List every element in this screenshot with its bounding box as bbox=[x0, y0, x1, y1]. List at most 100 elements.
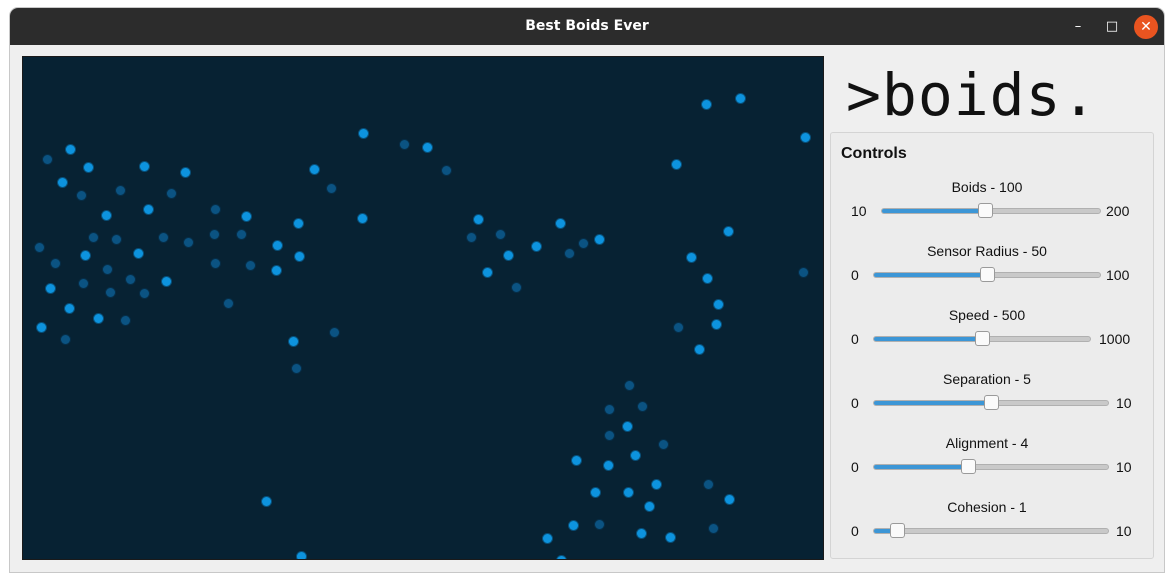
boid bbox=[36, 322, 47, 333]
boid bbox=[209, 229, 220, 240]
title-bar[interactable]: Best Boids Ever – □ ✕ bbox=[10, 8, 1164, 45]
boid bbox=[358, 128, 369, 139]
sensor-radius-slider-handle[interactable] bbox=[980, 267, 995, 282]
boid bbox=[50, 258, 61, 269]
alignment-slider-handle[interactable] bbox=[960, 459, 976, 474]
boid bbox=[399, 139, 410, 150]
boid bbox=[326, 183, 337, 194]
boid bbox=[329, 327, 340, 338]
boid bbox=[223, 298, 234, 309]
boid bbox=[604, 430, 615, 441]
boid bbox=[568, 520, 579, 531]
boid bbox=[798, 267, 809, 278]
close-button[interactable]: ✕ bbox=[1134, 15, 1158, 39]
alignment-label: Alignment - 4 bbox=[945, 435, 1029, 451]
boid bbox=[624, 380, 635, 391]
app-window: Best Boids Ever – □ ✕ >boids. Controls B… bbox=[10, 8, 1164, 572]
boid bbox=[115, 185, 126, 196]
separation-min-label: 0 bbox=[851, 395, 859, 411]
alignment-slider[interactable] bbox=[873, 459, 1109, 474]
boid bbox=[466, 232, 477, 243]
boid bbox=[60, 334, 71, 345]
boid bbox=[158, 232, 169, 243]
boid bbox=[473, 214, 484, 225]
boid bbox=[422, 142, 433, 153]
minimize-button[interactable]: – bbox=[1074, 19, 1082, 34]
boid bbox=[723, 226, 734, 237]
boid bbox=[139, 161, 150, 172]
boid bbox=[495, 229, 506, 240]
boid bbox=[708, 523, 719, 534]
boid bbox=[65, 144, 76, 155]
boids-slider-fill bbox=[882, 209, 986, 213]
boid bbox=[644, 501, 655, 512]
boid bbox=[101, 210, 112, 221]
boid bbox=[296, 551, 307, 559]
maximize-button[interactable]: □ bbox=[1105, 19, 1119, 34]
boid bbox=[590, 487, 601, 498]
boid bbox=[482, 267, 493, 278]
boid bbox=[183, 237, 194, 248]
boid bbox=[800, 132, 811, 143]
boid bbox=[34, 242, 45, 253]
boid bbox=[83, 162, 94, 173]
boid bbox=[120, 315, 131, 326]
separation-slider[interactable] bbox=[873, 395, 1109, 410]
separation-control: Separation - 5 0 10 bbox=[831, 371, 1153, 421]
boid bbox=[623, 487, 634, 498]
boid bbox=[571, 455, 582, 466]
boid bbox=[511, 282, 522, 293]
boid bbox=[64, 303, 75, 314]
boid bbox=[637, 401, 648, 412]
controls-panel: Controls Boids - 100 10 200 Sensor Radiu… bbox=[830, 132, 1154, 559]
boid bbox=[80, 250, 91, 261]
separation-label: Separation - 5 bbox=[943, 371, 1031, 387]
speed-slider[interactable] bbox=[873, 331, 1091, 346]
speed-label: Speed - 500 bbox=[948, 307, 1026, 323]
boids-slider[interactable] bbox=[881, 203, 1101, 218]
boid bbox=[161, 276, 172, 287]
boid bbox=[271, 265, 282, 276]
cohesion-slider-handle[interactable] bbox=[890, 523, 906, 538]
speed-slider-handle[interactable] bbox=[975, 331, 990, 346]
boid bbox=[578, 238, 589, 249]
boid bbox=[139, 288, 150, 299]
boid bbox=[441, 165, 452, 176]
cohesion-slider[interactable] bbox=[873, 523, 1109, 538]
separation-slider-handle[interactable] bbox=[984, 395, 999, 410]
boid bbox=[42, 154, 53, 165]
boid bbox=[105, 287, 116, 298]
speed-max-label: 1000 bbox=[1099, 331, 1131, 347]
boid bbox=[293, 218, 304, 229]
boid bbox=[556, 555, 567, 559]
sensor-radius-min-label: 0 bbox=[851, 267, 859, 283]
boid bbox=[703, 479, 714, 490]
boid bbox=[671, 159, 682, 170]
boid bbox=[236, 229, 247, 240]
boid bbox=[555, 218, 566, 229]
boid bbox=[309, 164, 320, 175]
boids-slider-handle[interactable] bbox=[978, 203, 994, 218]
boid bbox=[272, 240, 283, 251]
alignment-slider-fill bbox=[874, 465, 968, 469]
boid bbox=[686, 252, 697, 263]
alignment-control: Alignment - 4 0 10 bbox=[831, 435, 1153, 485]
boid bbox=[673, 322, 684, 333]
boid bbox=[665, 532, 676, 543]
boid bbox=[694, 344, 705, 355]
boid bbox=[88, 232, 99, 243]
boid bbox=[125, 274, 136, 285]
alignment-max-label: 10 bbox=[1116, 459, 1132, 475]
boid bbox=[133, 248, 144, 259]
boid bbox=[357, 213, 368, 224]
sensor-radius-slider[interactable] bbox=[873, 267, 1101, 282]
boids-canvas[interactable] bbox=[22, 56, 824, 560]
boid bbox=[594, 234, 605, 245]
boid bbox=[210, 204, 221, 215]
boids-max-label: 200 bbox=[1106, 203, 1130, 219]
boid bbox=[78, 278, 89, 289]
cohesion-label: Cohesion - 1 bbox=[947, 499, 1027, 515]
boid bbox=[630, 450, 641, 461]
boid bbox=[166, 188, 177, 199]
boids-control: Boids - 100 10 200 bbox=[831, 179, 1153, 229]
